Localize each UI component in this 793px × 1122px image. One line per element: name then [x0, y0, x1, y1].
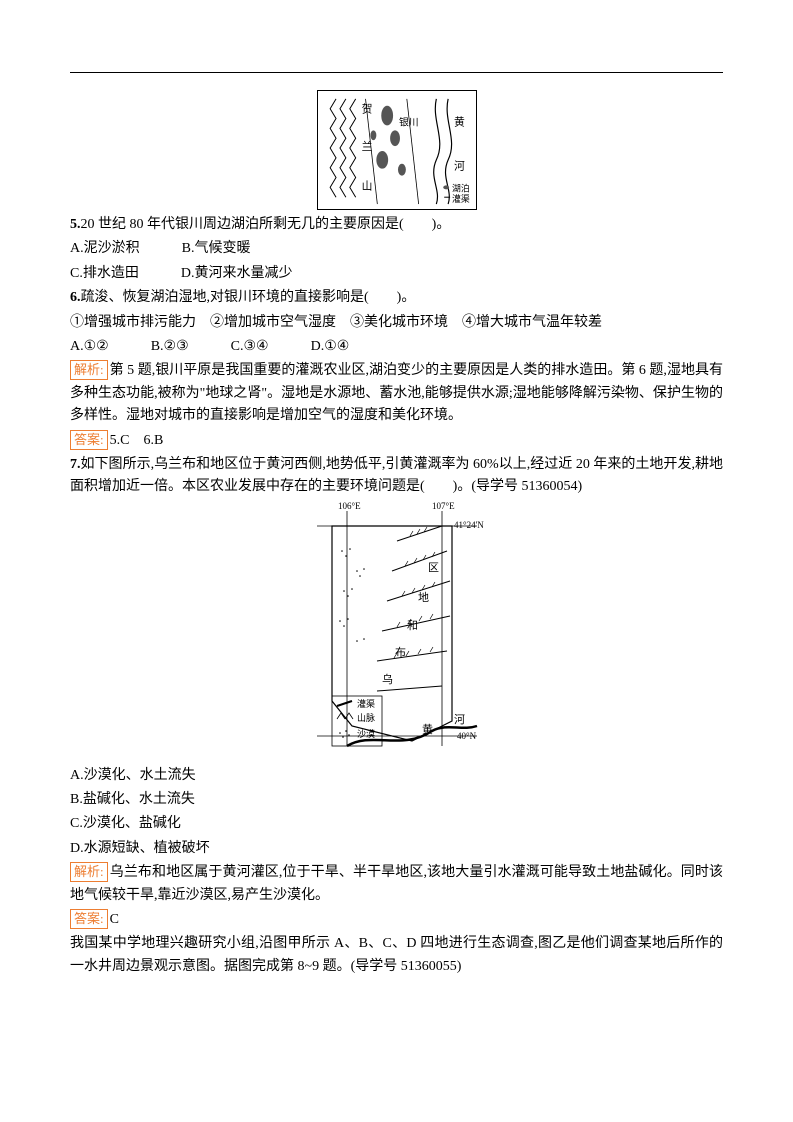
q7-opt-c: C.沙漠化、盐碱化 — [70, 813, 723, 835]
map1-label-hupo: 湖泊 — [452, 183, 470, 193]
daan-56-text: 5.C 6.B — [110, 433, 164, 448]
q7-number: 7. — [70, 457, 81, 472]
q7-opt-b: B.盐碱化、水土流失 — [70, 789, 723, 811]
daan-56: 答案:5.C 6.B — [70, 430, 723, 452]
jiexi-56-text: 第 5 题,银川平原是我国重要的灌溉农业区,湖泊变少的主要原因是人类的排水造田。… — [70, 363, 723, 423]
q6-opt-b: B.②③ — [151, 339, 189, 354]
map2-huang: 黄 — [422, 722, 433, 736]
q5-text: 20 世纪 80 年代银川周边湖泊所剩无几的主要原因是( )。 — [81, 217, 451, 232]
jiexi-7-text: 乌兰布和地区属于黄河灌区,位于干旱、半干旱地区,该地大量引水灌溉可能导致土地盐碱… — [70, 865, 723, 902]
map2-legend-shamo: 沙漠 — [357, 729, 375, 739]
q5-opt-d: D.黄河来水量减少 — [181, 266, 293, 281]
q6-items: ①增强城市排污能力 ②增加城市空气湿度 ③美化城市环境 ④增大城市气温年较差 — [70, 312, 723, 334]
q7-stem: 7.如下图所示,乌兰布和地区位于黄河西侧,地势低平,引黄灌溉率为 60%以上,经… — [70, 454, 723, 499]
q6-opt-a: A.①② — [70, 339, 109, 354]
q5-number: 5. — [70, 217, 81, 232]
q6-text: 疏浚、恢复湖泊湿地,对银川环境的直接影响是( )。 — [81, 290, 416, 305]
q7-text: 如下图所示,乌兰布和地区位于黄河西侧,地势低平,引黄灌溉率为 60%以上,经过近… — [70, 457, 723, 494]
q6-opt-d: D.①④ — [311, 339, 350, 354]
daan-label: 答案: — [70, 430, 108, 450]
jiexi-56: 解析:第 5 题,银川平原是我国重要的灌溉农业区,湖泊变少的主要原因是人类的排水… — [70, 360, 723, 427]
map1-label-he2: 河 — [454, 160, 465, 173]
q5-opt-b: B.气候变暖 — [182, 241, 251, 256]
map2-wu: 乌 — [382, 672, 393, 686]
map1-label-shan: 山 — [361, 179, 372, 192]
q5-opt-c: C.排水造田 — [70, 266, 139, 281]
q5-stem: 5.20 世纪 80 年代银川周边湖泊所剩无几的主要原因是( )。 — [70, 214, 723, 236]
q5-options-row1: A.泥沙淤积 B.气候变暖 — [70, 238, 723, 260]
map1-label-huang: 黄 — [454, 114, 465, 128]
map2-lat40: 40°N — [457, 731, 477, 741]
map2-container: 106°E 107°E 41°24'N 40°N 区 地 和 布 乌 黄 河 灌… — [70, 501, 723, 761]
q6-options: A.①② B.②③ C.③④ D.①④ — [70, 336, 723, 358]
map2-qu: 区 — [428, 562, 439, 574]
map1-label-guqu: 灌渠 — [452, 193, 470, 204]
daan-7-text: C — [110, 912, 119, 927]
map2-legend-guqu: 灌渠 — [357, 698, 375, 709]
map2-lon107: 107°E — [432, 501, 455, 511]
map2-lon106: 106°E — [338, 501, 361, 511]
jiexi-label: 解析: — [70, 360, 108, 380]
map1-label-he: 贺 — [361, 103, 372, 116]
q6-opt-c: C.③④ — [231, 339, 269, 354]
map2-he: 和 — [407, 619, 418, 632]
q6-number: 6. — [70, 290, 81, 305]
map2-lat41: 41°24'N — [454, 520, 484, 530]
q6-stem: 6.疏浚、恢复湖泊湿地,对银川环境的直接影响是( )。 — [70, 287, 723, 309]
q5-opt-a: A.泥沙淤积 — [70, 241, 140, 256]
q89-intro: 我国某中学地理兴趣研究小组,沿图甲所示 A、B、C、D 四地进行生态调查,图乙是… — [70, 933, 723, 978]
jiexi-label-7: 解析: — [70, 862, 108, 882]
q7-opt-d: D.水源短缺、植被破坏 — [70, 838, 723, 860]
q5-options-row2: C.排水造田 D.黄河来水量减少 — [70, 263, 723, 285]
header-rule — [70, 72, 723, 73]
jiexi-7: 解析:乌兰布和地区属于黄河灌区,位于干旱、半干旱地区,该地大量引水灌溉可能导致土… — [70, 862, 723, 907]
q7-opt-a: A.沙漠化、水土流失 — [70, 765, 723, 787]
map2-figure: 106°E 107°E 41°24'N 40°N 区 地 和 布 乌 黄 河 灌… — [302, 501, 492, 761]
map2-bu: 布 — [395, 646, 406, 659]
map2-di: 地 — [418, 591, 429, 604]
map1-label-lan: 兰 — [361, 140, 372, 153]
map1-figure: 贺 兰 山 银川 黄 河 湖泊 灌渠 — [317, 90, 477, 210]
map1-label-yinchuan: 银川 — [398, 115, 418, 128]
daan-7: 答案:C — [70, 909, 723, 931]
document-body: 贺 兰 山 银川 黄 河 湖泊 灌渠 5.20 世纪 80 年代银川周边湖泊所剩… — [70, 90, 723, 978]
map2-legend-shanmai: 山脉 — [357, 712, 375, 723]
map1-container: 贺 兰 山 银川 黄 河 湖泊 灌渠 — [70, 90, 723, 210]
map2-he2: 河 — [454, 713, 465, 726]
daan-label-7: 答案: — [70, 909, 108, 929]
